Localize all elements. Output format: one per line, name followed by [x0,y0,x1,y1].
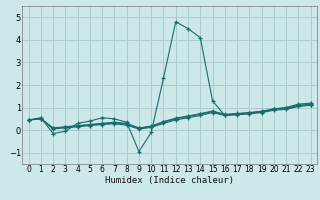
X-axis label: Humidex (Indice chaleur): Humidex (Indice chaleur) [105,176,234,185]
